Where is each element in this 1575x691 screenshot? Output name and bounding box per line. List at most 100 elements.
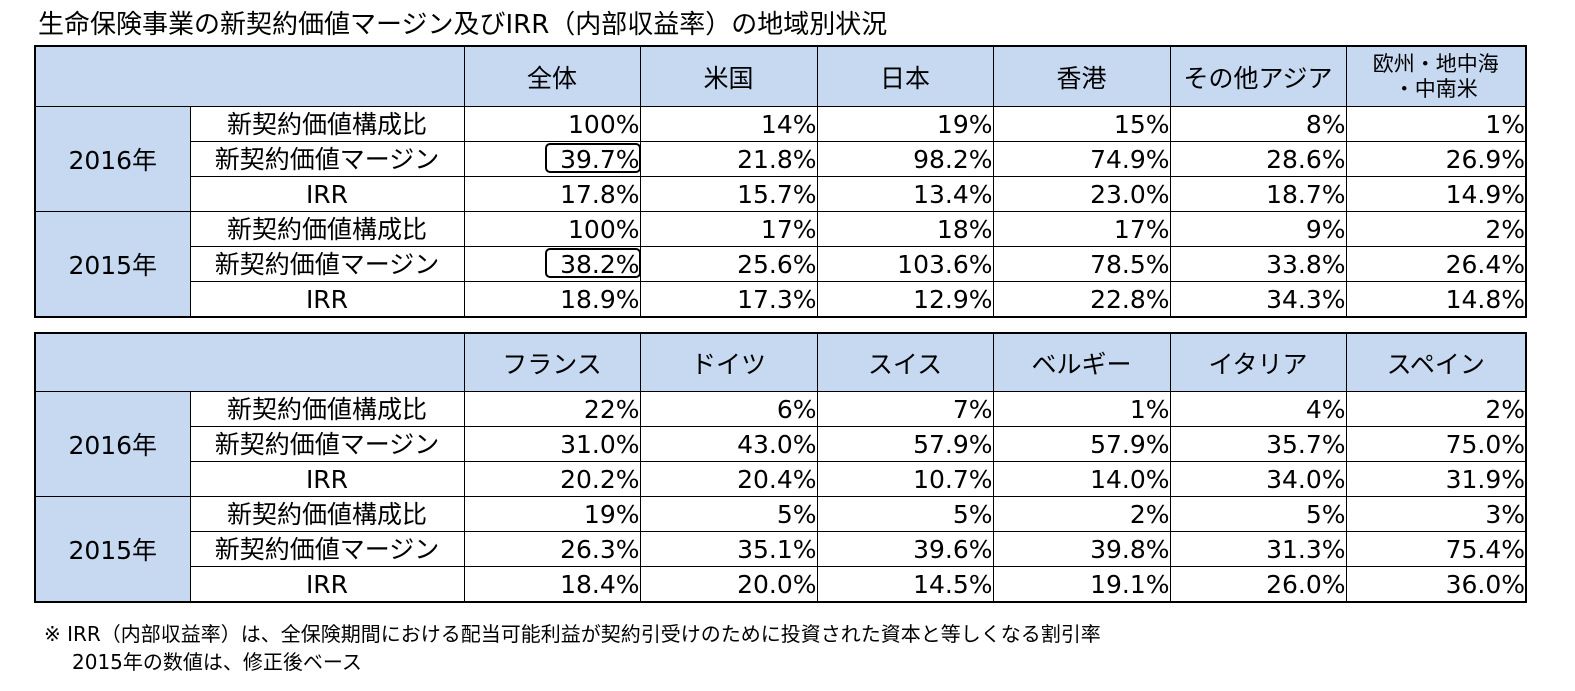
column-header-line: 欧州・地中海 (1372, 51, 1499, 76)
corner-cell (34, 45, 465, 107)
value-cell: 13.4% (816, 176, 994, 212)
value-cell: 28.6% (1169, 141, 1347, 177)
value-cell: 6% (639, 391, 818, 427)
value-cell: 2% (1345, 211, 1527, 247)
value-cell: 38.2% (463, 246, 641, 282)
value-cell: 19% (816, 106, 994, 142)
value-cell: 20.2% (463, 461, 641, 497)
value-cell: 75.4% (1345, 531, 1527, 567)
footnote-irr: ※ IRR（内部収益率）は、全保険期間における配当可能利益が契約引受けのために投… (44, 622, 1101, 646)
row-label: 新契約価値構成比 (189, 496, 465, 532)
value-cell: 100% (463, 106, 641, 142)
highlight-box (544, 248, 639, 278)
value-cell: 26.0% (1169, 566, 1347, 603)
value-cell: 33.8% (1169, 246, 1347, 282)
value-cell: 74.9% (992, 141, 1171, 177)
value-cell: 26.4% (1345, 246, 1527, 282)
value-cell: 17% (992, 211, 1171, 247)
column-header-line: ・中南米 (1393, 76, 1478, 101)
value-cell: 14.0% (992, 461, 1171, 497)
table-row: 新契約価値マージン 31.0% 43.0% 57.9% 57.9% 35.7% 75.0% (35, 426, 1527, 462)
value-cell: 34.3% (1169, 281, 1347, 318)
value-cell: 12.9% (816, 281, 994, 318)
table-row: IRR 17.8% 15.7% 13.4% 23.0% 18.7% 14.9% (35, 176, 1527, 212)
value-cell: 100% (463, 211, 641, 247)
value-cell: 43.0% (639, 426, 818, 462)
value-cell: 22.8% (992, 281, 1171, 318)
value-cell: 75.0% (1345, 426, 1527, 462)
value-cell: 14.9% (1345, 176, 1527, 212)
value-cell: 39.8% (992, 531, 1171, 567)
value-cell: 18.9% (463, 281, 641, 318)
column-header: その他アジア (1169, 45, 1347, 107)
value-cell: 31.3% (1169, 531, 1347, 567)
row-label: 新契約価値構成比 (189, 211, 465, 247)
column-header: ドイツ (639, 332, 818, 392)
value-cell: 22% (463, 391, 641, 427)
value-cell: 78.5% (992, 246, 1171, 282)
column-header: 全体 (463, 45, 641, 107)
year-label: 2015年 (34, 496, 191, 603)
row-label: 新契約価値マージン (189, 141, 465, 177)
column-header: 米国 (639, 45, 818, 107)
value-cell: 18.7% (1169, 176, 1347, 212)
table-row: 2016年 新契約価値構成比 22% 6% 7% 1% 4% 2% (34, 391, 1527, 497)
region-table-2: フランス ドイツ スイス ベルギー イタリア スペイン 2016年 新契約価値構成比 22% 6%… (34, 332, 1527, 603)
value-cell: 1% (1345, 106, 1527, 142)
value-cell: 8% (1169, 106, 1347, 142)
value-cell: 17.8% (463, 176, 641, 212)
table-row: 新契約価値マージン 38.2% 25.6% 103.6% 78.5% 33.8% 26.4% (35, 246, 1527, 282)
value-cell: 35.7% (1169, 426, 1347, 462)
value-cell: 10.7% (816, 461, 994, 497)
row-label: IRR (189, 566, 465, 603)
region-table-1: 全体 米国 日本 香港 その他アジア 欧州・地中海 ・中南米 2016年 新契約価値構成比 100… (34, 45, 1527, 318)
value-cell: 39.6% (816, 531, 994, 567)
value-cell: 14.5% (816, 566, 994, 603)
value-cell: 35.1% (639, 531, 818, 567)
value-cell: 23.0% (992, 176, 1171, 212)
value-cell: 3% (1345, 496, 1527, 532)
column-header: ベルギー (992, 332, 1171, 392)
column-header: スペイン (1345, 332, 1527, 392)
value-cell: 31.0% (463, 426, 641, 462)
value-cell: 21.8% (639, 141, 818, 177)
value-cell: 5% (816, 496, 994, 532)
value-cell: 15.7% (639, 176, 818, 212)
row-label: IRR (189, 461, 465, 497)
year-label: 2016年 (34, 391, 191, 497)
value-cell: 14.8% (1345, 281, 1527, 318)
value-cell: 2% (1345, 391, 1527, 427)
value-cell: 2% (992, 496, 1171, 532)
row-label: 新契約価値マージン (189, 426, 465, 462)
column-header: フランス (463, 332, 641, 392)
value-cell: 7% (816, 391, 994, 427)
value-cell: 26.9% (1345, 141, 1527, 177)
table-row: IRR 18.4% 20.0% 14.5% 19.1% 26.0% 36.0% (35, 566, 1527, 603)
table-row: 2015年 新契約価値構成比 100% 17% 18% 17% 9% 2% (34, 211, 1527, 318)
column-header: スイス (816, 332, 994, 392)
year-label: 2016年 (34, 106, 191, 212)
footnote-2015: 2015年の数値は、修正後ベース (72, 650, 362, 674)
table-row: 新契約価値マージン 39.7% 21.8% 98.2% 74.9% 28.6% 26.9% (35, 141, 1527, 177)
value-cell: 36.0% (1345, 566, 1527, 603)
value-cell: 57.9% (992, 426, 1171, 462)
column-header: 欧州・地中海 ・中南米 (1345, 45, 1527, 107)
row-label: IRR (189, 176, 465, 212)
value-cell: 5% (639, 496, 818, 532)
value-cell: 57.9% (816, 426, 994, 462)
value-cell: 17.3% (639, 281, 818, 318)
footnotes: ※ IRR（内部収益率）は、全保険期間における配当可能利益が契約引受けのために投… (44, 620, 1101, 676)
row-label: 新契約価値構成比 (189, 106, 465, 142)
value-cell: 20.0% (639, 566, 818, 603)
value-cell: 20.4% (639, 461, 818, 497)
row-label: 新契約価値マージン (189, 246, 465, 282)
value-cell: 19.1% (992, 566, 1171, 603)
value-cell: 18% (816, 211, 994, 247)
value-cell: 19% (463, 496, 641, 532)
value-cell: 1% (992, 391, 1171, 427)
row-label: 新契約価値マージン (189, 531, 465, 567)
value-cell: 103.6% (816, 246, 994, 282)
value-cell: 31.9% (1345, 461, 1527, 497)
value-cell: 25.6% (639, 246, 818, 282)
table-row: IRR 18.9% 17.3% 12.9% 22.8% 34.3% 14.8% (35, 281, 1527, 318)
